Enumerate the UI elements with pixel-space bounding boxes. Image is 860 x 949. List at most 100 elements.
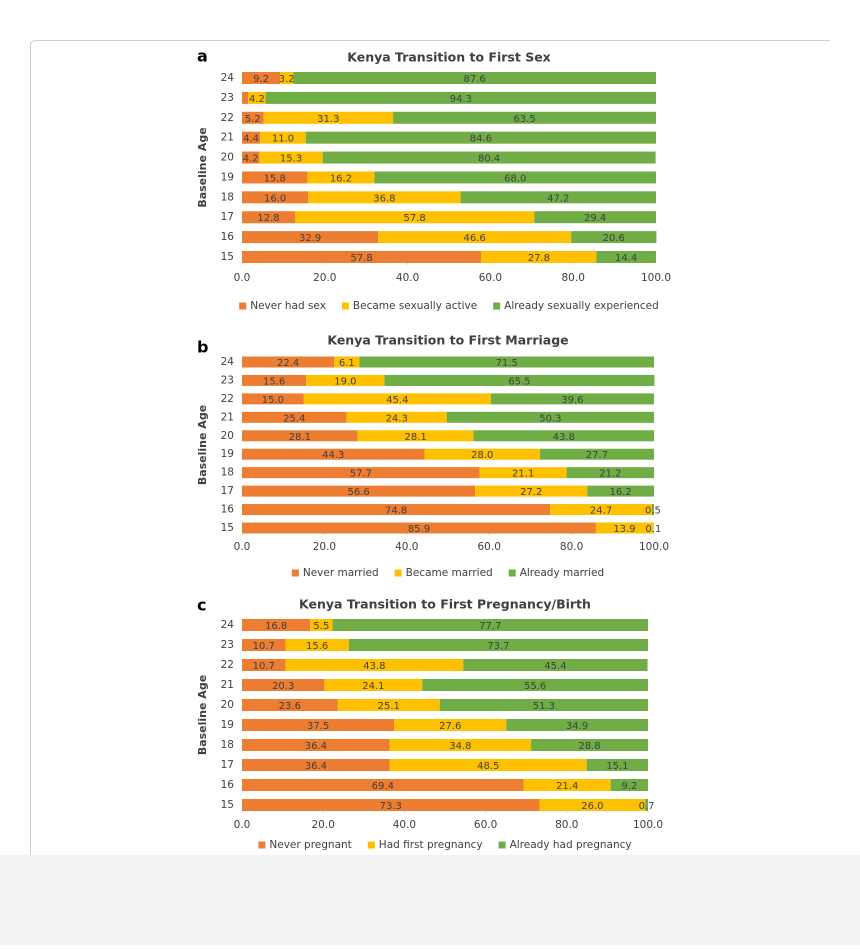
legend-swatch xyxy=(368,842,375,849)
value-label: 57.8 xyxy=(404,213,426,224)
value-label: 15.0 xyxy=(262,395,284,406)
value-label: 68.0 xyxy=(504,173,526,184)
value-label: 43.8 xyxy=(553,432,575,443)
legend-label: Became married xyxy=(406,567,493,579)
value-label: 21.2 xyxy=(599,469,621,480)
value-label: 71.5 xyxy=(496,358,518,369)
x-tick-label: 20.0 xyxy=(313,272,336,284)
y-tick-label: 22 xyxy=(221,659,234,671)
value-label: 5.5 xyxy=(313,621,329,632)
value-label: 65.5 xyxy=(508,376,530,387)
legend-label: Never married xyxy=(303,567,379,579)
y-tick-label: 18 xyxy=(221,739,234,751)
y-tick-label: 18 xyxy=(221,467,234,479)
y-tick-label: 17 xyxy=(221,759,234,771)
x-tick-label: 100.0 xyxy=(633,819,663,831)
value-label: 47.2 xyxy=(547,193,569,204)
value-label: 21.1 xyxy=(512,469,534,480)
value-label: 15.1 xyxy=(606,761,628,772)
value-label: 27.2 xyxy=(520,487,542,498)
value-label: 4.2 xyxy=(249,94,265,105)
value-label: 57.7 xyxy=(350,469,372,480)
value-label: 85.9 xyxy=(408,524,430,535)
legend-swatch xyxy=(239,303,246,310)
value-label: 9.2 xyxy=(621,781,637,792)
y-tick-label: 21 xyxy=(221,679,234,691)
value-label: 51.3 xyxy=(533,701,555,712)
chart-title: Kenya Transition to First Sex xyxy=(347,50,550,65)
value-label: 21.4 xyxy=(556,781,578,792)
legend-swatch xyxy=(342,303,349,310)
x-tick-label: 40.0 xyxy=(395,541,418,553)
value-label: 4.2 xyxy=(243,154,259,165)
x-tick-label: 100.0 xyxy=(639,541,669,553)
y-axis-label: Baseline Age xyxy=(196,675,209,755)
legend-label: Already had pregnancy xyxy=(510,839,632,851)
value-label: 13.9 xyxy=(613,524,635,535)
value-label: 77.7 xyxy=(479,621,501,632)
value-label: 63.5 xyxy=(513,114,535,125)
value-label: 28.1 xyxy=(405,432,427,443)
value-label: 14.4 xyxy=(615,253,637,264)
x-tick-label: 60.0 xyxy=(478,541,501,553)
y-tick-label: 23 xyxy=(221,639,234,651)
legend-label: Already married xyxy=(520,567,604,579)
value-label: 57.8 xyxy=(351,253,373,264)
y-tick-label: 23 xyxy=(221,374,234,386)
y-axis-label: Baseline Age xyxy=(196,405,209,485)
value-label: 27.8 xyxy=(528,253,550,264)
y-tick-label: 22 xyxy=(221,112,234,124)
value-label: 28.8 xyxy=(578,741,600,752)
x-tick-label: 80.0 xyxy=(560,541,583,553)
value-label: 45.4 xyxy=(544,661,566,672)
value-label: 56.6 xyxy=(347,487,369,498)
value-label: 0.1 xyxy=(645,524,661,535)
value-label: 15.6 xyxy=(306,641,328,652)
y-tick-label: 19 xyxy=(221,719,234,731)
y-tick-label: 15 xyxy=(221,799,234,811)
y-tick-label: 19 xyxy=(221,448,234,460)
value-label: 36.8 xyxy=(373,193,395,204)
legend-swatch xyxy=(509,570,516,577)
value-label: 73.7 xyxy=(487,641,509,652)
value-label: 55.6 xyxy=(524,681,546,692)
value-label: 3.2 xyxy=(279,74,295,85)
value-label: 26.0 xyxy=(581,801,603,812)
y-tick-label: 21 xyxy=(221,411,234,423)
value-label: 34.8 xyxy=(449,741,471,752)
x-tick-label: 0.0 xyxy=(234,819,251,831)
value-label: 16.0 xyxy=(264,193,286,204)
value-label: 87.6 xyxy=(464,74,486,85)
value-label: 29.4 xyxy=(584,213,606,224)
value-label: 46.6 xyxy=(464,233,486,244)
legend-swatch xyxy=(292,570,299,577)
card-border xyxy=(31,41,831,47)
legend-swatch xyxy=(499,842,506,849)
value-label: 80.4 xyxy=(478,154,500,165)
value-label: 73.3 xyxy=(380,801,402,812)
value-label: 74.8 xyxy=(385,506,407,517)
value-label: 94.3 xyxy=(450,94,472,105)
value-label: 15.3 xyxy=(280,154,302,165)
value-label: 36.4 xyxy=(305,761,327,772)
value-label: 0.5 xyxy=(645,506,661,517)
value-label: 50.3 xyxy=(539,413,561,424)
y-tick-label: 21 xyxy=(221,132,234,144)
value-label: 19.0 xyxy=(334,376,356,387)
legend-label: Had first pregnancy xyxy=(379,839,483,851)
value-label: 9.2 xyxy=(253,74,269,85)
x-tick-label: 40.0 xyxy=(393,819,416,831)
value-label: 6.1 xyxy=(339,358,355,369)
x-tick-label: 40.0 xyxy=(396,272,419,284)
value-label: 36.4 xyxy=(305,741,327,752)
y-tick-label: 16 xyxy=(221,231,235,243)
value-label: 31.3 xyxy=(317,114,339,125)
legend-swatch xyxy=(395,570,402,577)
chart-title: Kenya Transition to First Pregnancy/Birt… xyxy=(299,597,591,612)
value-label: 11.0 xyxy=(272,134,294,145)
y-tick-label: 17 xyxy=(221,211,234,223)
value-label: 0.7 xyxy=(639,801,655,812)
value-label: 69.4 xyxy=(372,781,394,792)
x-tick-label: 20.0 xyxy=(313,541,336,553)
